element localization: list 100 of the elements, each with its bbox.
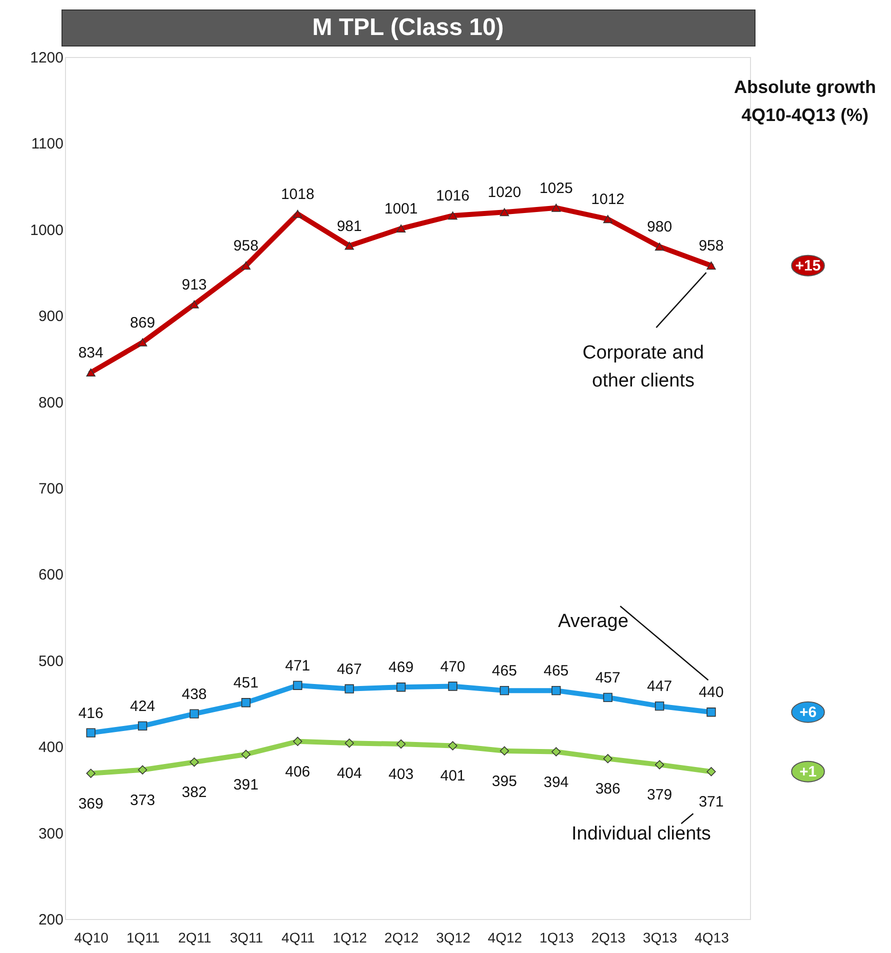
point (396, 224, 406, 233)
point (448, 741, 458, 750)
point (344, 242, 354, 250)
point (293, 210, 302, 218)
point (552, 204, 561, 212)
data-label: 451 (233, 674, 258, 692)
x-tick-label: 3Q13 (642, 930, 678, 946)
data-label: 379 (647, 786, 672, 804)
point (241, 698, 251, 708)
data-label: 465 (544, 662, 569, 680)
x-tick-label: 2Q11 (178, 930, 212, 946)
point (344, 684, 354, 694)
point (138, 338, 148, 346)
point (603, 215, 612, 224)
point (138, 721, 148, 730)
text: +6 (799, 704, 817, 722)
point (654, 760, 664, 770)
point (706, 767, 716, 776)
point (241, 750, 251, 759)
data-label: 980 (647, 218, 672, 236)
x-tick-label: 3Q11 (230, 930, 264, 946)
data-label: 394 (544, 774, 569, 791)
data-label: 403 (388, 766, 414, 784)
data-label: 382 (182, 784, 207, 802)
data-label: 369 (78, 795, 104, 812)
point (86, 368, 96, 377)
data-label: 471 (285, 657, 310, 674)
y-tick-label: 1200 (30, 50, 64, 66)
point (654, 702, 664, 711)
y-tick-label: 900 (38, 308, 64, 326)
point (396, 739, 406, 749)
data-label: 1018 (280, 186, 314, 203)
data-label: 869 (130, 314, 156, 332)
x-tick-label: 1Q12 (332, 930, 368, 946)
data-label: 424 (130, 698, 156, 715)
point (448, 212, 458, 220)
annotation: Absolute growth 4Q10-4Q13 (%) (734, 77, 876, 125)
x-tick-label: 4Q12 (488, 930, 522, 946)
point (344, 738, 354, 748)
point (500, 746, 510, 756)
data-label: 467 (336, 660, 362, 678)
data-label: 834 (78, 344, 104, 362)
text: Average (558, 611, 628, 632)
data-label: 401 (440, 768, 466, 785)
data-label: 440 (698, 684, 724, 702)
text: Corporate and other clients (582, 342, 704, 392)
point (552, 747, 561, 756)
data-label: 1001 (384, 200, 418, 218)
data-label: 958 (698, 238, 724, 255)
point (293, 680, 302, 690)
x-tick-label: 4Q13 (694, 930, 730, 946)
x-tick-label: 2Q12 (384, 930, 419, 946)
point (86, 728, 96, 738)
y-tick-label: 200 (38, 912, 64, 928)
point (500, 686, 510, 696)
data-label: 395 (492, 772, 517, 790)
point (706, 708, 716, 717)
x-tick-label: 3Q12 (436, 930, 471, 946)
point (396, 682, 406, 692)
chart-title: M TPL (Class 10) (312, 14, 504, 41)
point (552, 686, 561, 696)
text: +15 (795, 258, 821, 275)
x-tick-label: 4Q11 (282, 930, 315, 946)
data-label: 1012 (591, 191, 625, 208)
data-label: 913 (182, 276, 207, 294)
y-tick-label: 1000 (30, 222, 64, 239)
point (241, 262, 251, 270)
text: Individual clients (572, 824, 711, 845)
data-label: 404 (336, 765, 362, 782)
point (448, 682, 458, 691)
data-label: 438 (182, 686, 207, 703)
x-tick-label: 1Q13 (540, 930, 574, 946)
data-label: 371 (698, 794, 724, 811)
data-label: 1025 (539, 180, 573, 197)
data-label: 406 (285, 763, 310, 780)
point (500, 208, 510, 216)
data-label: 457 (595, 669, 620, 686)
data-label: 1020 (488, 184, 522, 202)
data-label: 386 (595, 780, 620, 798)
data-label: 470 (440, 658, 466, 676)
point (603, 692, 612, 702)
data-label: 391 (233, 776, 258, 794)
data-label: 981 (336, 218, 362, 235)
data-label: 447 (647, 678, 672, 696)
data-label: 373 (130, 792, 156, 809)
x-tick-label: 1Q11 (126, 930, 160, 946)
y-tick-label: 600 (38, 566, 64, 584)
point (706, 262, 716, 270)
point (190, 300, 199, 308)
data-label: 958 (233, 238, 258, 255)
point (138, 765, 148, 774)
point (190, 709, 199, 718)
data-label: 465 (492, 662, 517, 680)
y-tick-label: 400 (38, 739, 64, 756)
point (86, 768, 96, 778)
point (293, 736, 302, 746)
x-tick-label: 2Q13 (591, 930, 626, 946)
point (654, 242, 664, 251)
data-label: 1016 (436, 188, 470, 205)
y-tick-label: 700 (38, 480, 64, 498)
